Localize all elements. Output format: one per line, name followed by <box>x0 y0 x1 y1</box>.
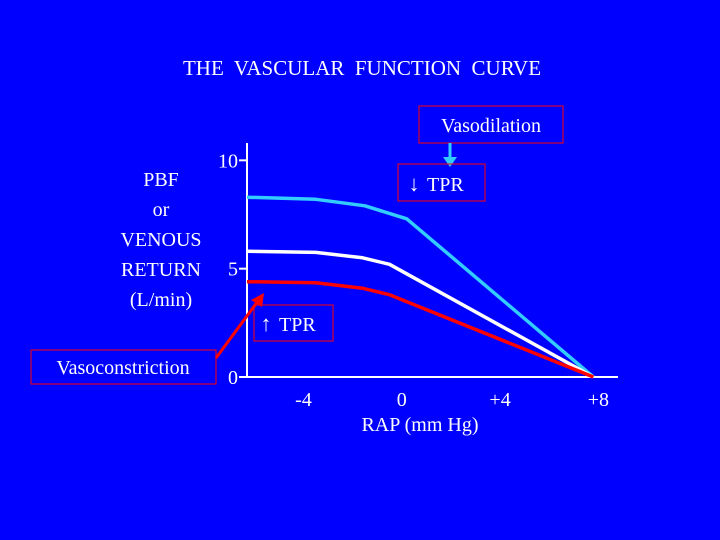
y-axis-label-line: or <box>153 199 170 221</box>
vasoconstriction-box <box>30 349 217 385</box>
increased-tpr-label: TPR <box>279 314 316 336</box>
series-line-2 <box>246 249 595 379</box>
chart-title: THE VASCULAR FUNCTION CURVE <box>183 56 541 80</box>
decreased-tpr-label: TPR <box>427 174 464 196</box>
series-line-3 <box>246 279 595 379</box>
decreased-tpr-box <box>397 163 486 202</box>
y-tick-label: 10 <box>218 150 238 172</box>
y-axis-label-line: RETURN <box>121 259 201 281</box>
vasoconstriction-pointer <box>214 300 260 359</box>
increased-tpr-box <box>253 304 334 342</box>
x-tick-label: +4 <box>489 389 510 411</box>
vasoconstriction-pointer-head <box>251 293 264 307</box>
y-tick-label: 5 <box>228 259 238 281</box>
vasodilation-box <box>418 105 564 144</box>
axes <box>246 143 618 378</box>
y-tick-label: 0 <box>228 367 238 389</box>
x-axis-label: RAP (mm Hg) <box>361 414 478 436</box>
y-axis-label-line: PBF <box>143 169 179 191</box>
increased-tpr-arrow: ↑ <box>261 311 272 336</box>
x-tick-label: 0 <box>397 389 407 411</box>
decreased-tpr-arrow: ↓ <box>409 171 420 196</box>
vasodilation-label: Vasodilation <box>441 115 541 137</box>
series-group <box>246 195 595 379</box>
vasodilation-annotation: Vasodilation ↓ TPR <box>397 105 564 202</box>
y-axis-label: PBF or VENOUS RETURN (L/min) <box>120 169 201 311</box>
vasoconstriction-label: Vasoconstriction <box>56 357 189 379</box>
tick-labels: 0 5 10 -4 0 +4 +8 <box>218 150 609 411</box>
y-axis-label-line: (L/min) <box>130 289 192 311</box>
x-tick-label: -4 <box>295 389 312 411</box>
y-axis-label-line: VENOUS <box>120 229 201 251</box>
vasodilation-pointer-head <box>443 157 457 167</box>
series-line-1 <box>246 195 595 379</box>
vasoconstriction-annotation: ↑ TPR Vasoconstriction <box>30 293 334 385</box>
x-tick-label: +8 <box>588 389 609 411</box>
